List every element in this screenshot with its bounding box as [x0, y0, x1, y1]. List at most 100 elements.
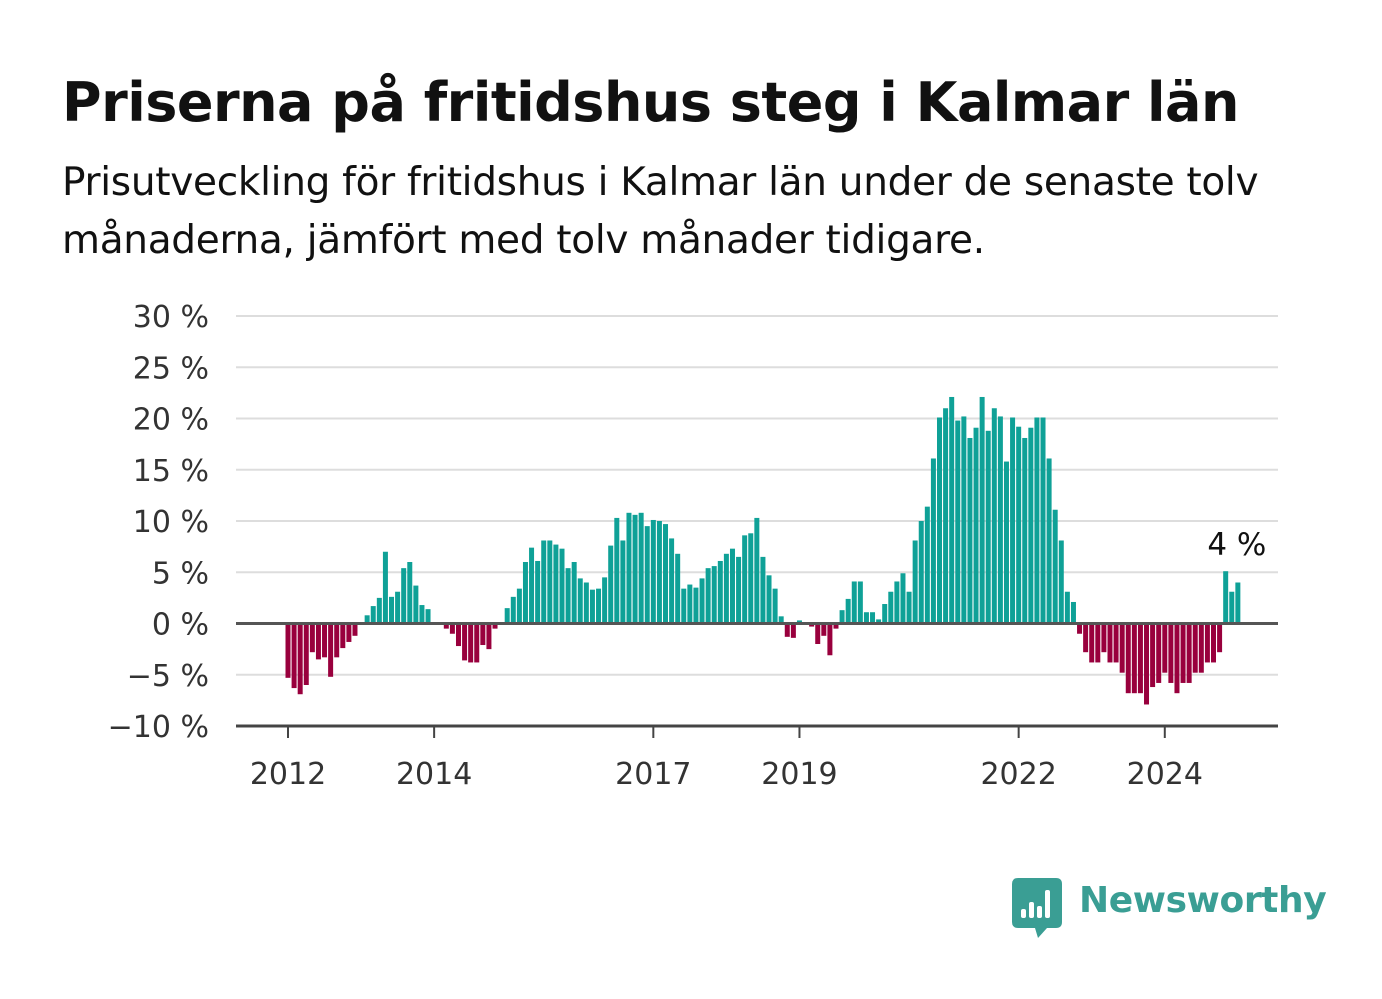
bar: [1229, 591, 1235, 624]
bar: [303, 623, 309, 685]
bar: [681, 588, 687, 624]
y-tick-label: 20 %: [133, 403, 209, 438]
bar: [815, 623, 821, 644]
bar: [669, 538, 675, 624]
bar: [784, 623, 790, 637]
bar: [455, 623, 461, 647]
bar: [790, 623, 796, 638]
bar: [827, 623, 833, 656]
bar: [1064, 591, 1070, 624]
bar: [809, 623, 815, 627]
bar: [1235, 582, 1241, 624]
bar: [541, 540, 547, 624]
bar: [1052, 509, 1058, 624]
bar: [644, 526, 650, 624]
bar: [553, 544, 559, 624]
bar: [370, 606, 376, 624]
bar: [522, 562, 528, 624]
bar: [888, 591, 894, 624]
bar: [833, 623, 839, 629]
bar: [918, 521, 924, 624]
bar: [961, 416, 967, 624]
bar: [1113, 623, 1119, 663]
bar: [650, 519, 656, 624]
bar: [382, 551, 388, 624]
bar: [1101, 623, 1107, 653]
bar: [863, 612, 869, 624]
bar: [443, 623, 449, 629]
bar: [1192, 623, 1198, 673]
bar: [656, 521, 662, 624]
bar: [1204, 623, 1210, 663]
bar: [912, 540, 918, 624]
bar: [322, 623, 328, 658]
bar: [663, 524, 669, 624]
bar: [510, 596, 516, 624]
bar: [723, 553, 729, 624]
bar: [900, 573, 906, 624]
bar: [943, 408, 949, 624]
bar-chart-speech-bubble-icon: [1012, 878, 1062, 938]
bar: [1089, 623, 1095, 663]
bar: [760, 556, 766, 624]
bar: [1119, 623, 1125, 673]
bar: [979, 396, 985, 624]
bar: [729, 548, 735, 624]
newsworthy-logo: Newsworthy: [1012, 878, 1327, 940]
bar: [717, 560, 723, 624]
bar: [559, 548, 565, 624]
chart-subtitle: Prisutveckling för fritidshus i Kalmar l…: [62, 160, 1259, 263]
y-tick-label: 25 %: [133, 351, 209, 386]
bar: [565, 568, 571, 624]
bar: [583, 582, 589, 624]
bar: [1125, 623, 1131, 694]
bar: [1058, 540, 1064, 624]
bar: [754, 517, 760, 624]
bar: [492, 623, 498, 629]
bar: [632, 514, 638, 624]
bar: [876, 619, 882, 624]
bar: [778, 616, 784, 624]
bar: [1180, 623, 1186, 683]
annotations: 4 %: [1207, 527, 1266, 563]
bar: [894, 581, 900, 624]
bar: [870, 612, 876, 624]
bar: [334, 623, 340, 658]
bar: [1144, 623, 1150, 705]
bar: [413, 585, 419, 624]
bar: [1046, 458, 1052, 624]
bar: [1162, 623, 1168, 673]
x-tick-label: 2017: [615, 757, 691, 792]
bar: [529, 547, 535, 624]
bar: [614, 517, 620, 624]
bar: [468, 623, 474, 663]
bar: [395, 591, 401, 624]
bar: [1083, 623, 1089, 653]
bar: [1137, 623, 1143, 694]
bar: [376, 597, 382, 624]
bar: [930, 458, 936, 624]
y-tick-label: 0 %: [152, 608, 209, 643]
bar: [736, 556, 742, 624]
bar: [845, 598, 851, 624]
bar: [1174, 623, 1180, 694]
bar: [291, 623, 297, 689]
y-tick-label: −5 %: [127, 659, 209, 694]
bar: [748, 533, 754, 624]
bar: [608, 545, 614, 624]
bar: [285, 623, 291, 678]
bar: [1028, 427, 1034, 624]
bar: [1107, 623, 1113, 663]
bar: [1223, 571, 1229, 624]
bar: [474, 623, 480, 663]
x-tick-label: 2022: [980, 757, 1056, 792]
bar: [596, 588, 602, 624]
bar: [882, 604, 888, 624]
bar: [1150, 623, 1156, 688]
bar: [1168, 623, 1174, 683]
bar: [1211, 623, 1216, 663]
bar: [991, 408, 997, 624]
bar: [340, 623, 346, 649]
bars: [285, 396, 1241, 705]
bar: [620, 540, 626, 624]
